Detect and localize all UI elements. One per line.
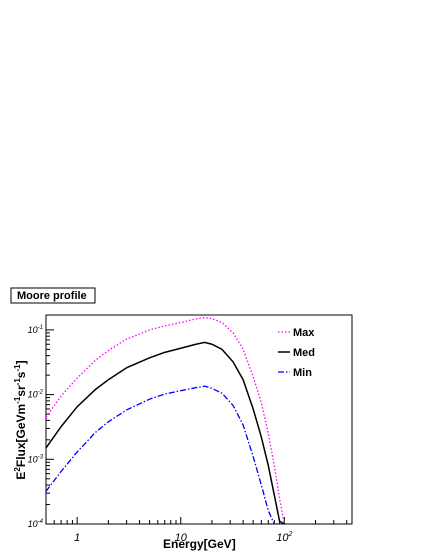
- chart-title: Moore profile: [17, 290, 87, 302]
- legend-label-max: Max: [293, 327, 315, 339]
- x-tick-label: 1: [74, 532, 80, 544]
- chart-title-box: Moore profile: [10, 287, 96, 304]
- y-axis: 10-4 10-3 10-2 10-1: [28, 325, 54, 529]
- plot-frame: [45, 314, 353, 525]
- legend: Max Med Min: [278, 327, 315, 379]
- series-line-max: [46, 316, 285, 524]
- y-tick-label: 10-1: [28, 325, 43, 335]
- series-line-min: [46, 385, 280, 524]
- x-tick-label: 10: [175, 532, 188, 544]
- x-axis: 1 10 102: [45, 517, 348, 544]
- y-axis-title: E2Flux[GeVm-1sr-1s-1]: [13, 360, 28, 479]
- x-axis-title: Energy[GeV]: [163, 537, 236, 551]
- y-tick-label: 10-4: [28, 519, 44, 529]
- series-line-med: [46, 341, 285, 524]
- y-tick-label: 10-2: [28, 390, 44, 400]
- legend-label-min: Min: [293, 367, 312, 379]
- x-tick-label: 102: [276, 531, 292, 544]
- y-tick-label: 10-3: [28, 454, 44, 464]
- legend-label-med: Med: [293, 347, 315, 359]
- series-layer: [46, 316, 285, 524]
